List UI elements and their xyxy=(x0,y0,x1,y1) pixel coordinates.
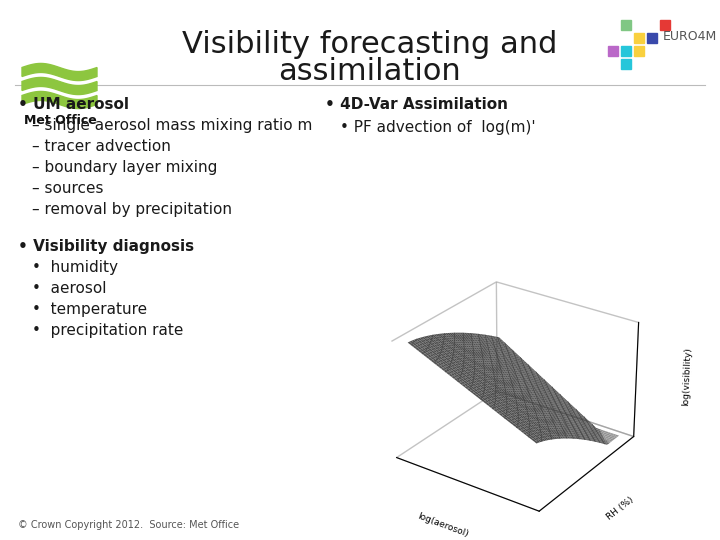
Bar xyxy=(634,33,644,43)
Text: • Visibility diagnosis: • Visibility diagnosis xyxy=(18,239,194,254)
Polygon shape xyxy=(22,91,97,109)
Text: – boundary layer mixing: – boundary layer mixing xyxy=(32,160,217,175)
Polygon shape xyxy=(22,64,97,80)
Text: • UM aerosol: • UM aerosol xyxy=(18,97,129,112)
Bar xyxy=(621,46,631,56)
Text: •  aerosol: • aerosol xyxy=(32,281,107,296)
Y-axis label: RH (%): RH (%) xyxy=(605,495,635,522)
Text: EURO4M: EURO4M xyxy=(663,30,717,43)
Text: © Crown Copyright 2012.  Source: Met Office: © Crown Copyright 2012. Source: Met Offi… xyxy=(18,520,239,530)
Text: Visibility forecasting and: Visibility forecasting and xyxy=(182,30,558,59)
Text: •  precipitation rate: • precipitation rate xyxy=(32,323,184,338)
Bar xyxy=(647,33,657,43)
Text: • 4D-Var Assimilation: • 4D-Var Assimilation xyxy=(325,97,508,112)
Text: – sources: – sources xyxy=(32,181,104,196)
Text: – removal by precipitation: – removal by precipitation xyxy=(32,202,232,217)
X-axis label: log(aerosol): log(aerosol) xyxy=(416,511,469,539)
Text: – single aerosol mass mixing ratio m: – single aerosol mass mixing ratio m xyxy=(32,118,312,133)
Text: • PF advection of  log(m)': • PF advection of log(m)' xyxy=(340,120,536,135)
Text: Met Office: Met Office xyxy=(24,114,96,127)
Bar xyxy=(660,20,670,30)
Text: – tracer advection: – tracer advection xyxy=(32,139,171,154)
Text: assimilation: assimilation xyxy=(279,57,462,86)
Bar xyxy=(608,46,618,56)
Text: •  temperature: • temperature xyxy=(32,302,147,317)
Bar xyxy=(621,20,631,30)
Text: •  humidity: • humidity xyxy=(32,260,118,275)
Bar xyxy=(634,46,644,56)
Polygon shape xyxy=(22,77,97,94)
Bar xyxy=(621,59,631,69)
